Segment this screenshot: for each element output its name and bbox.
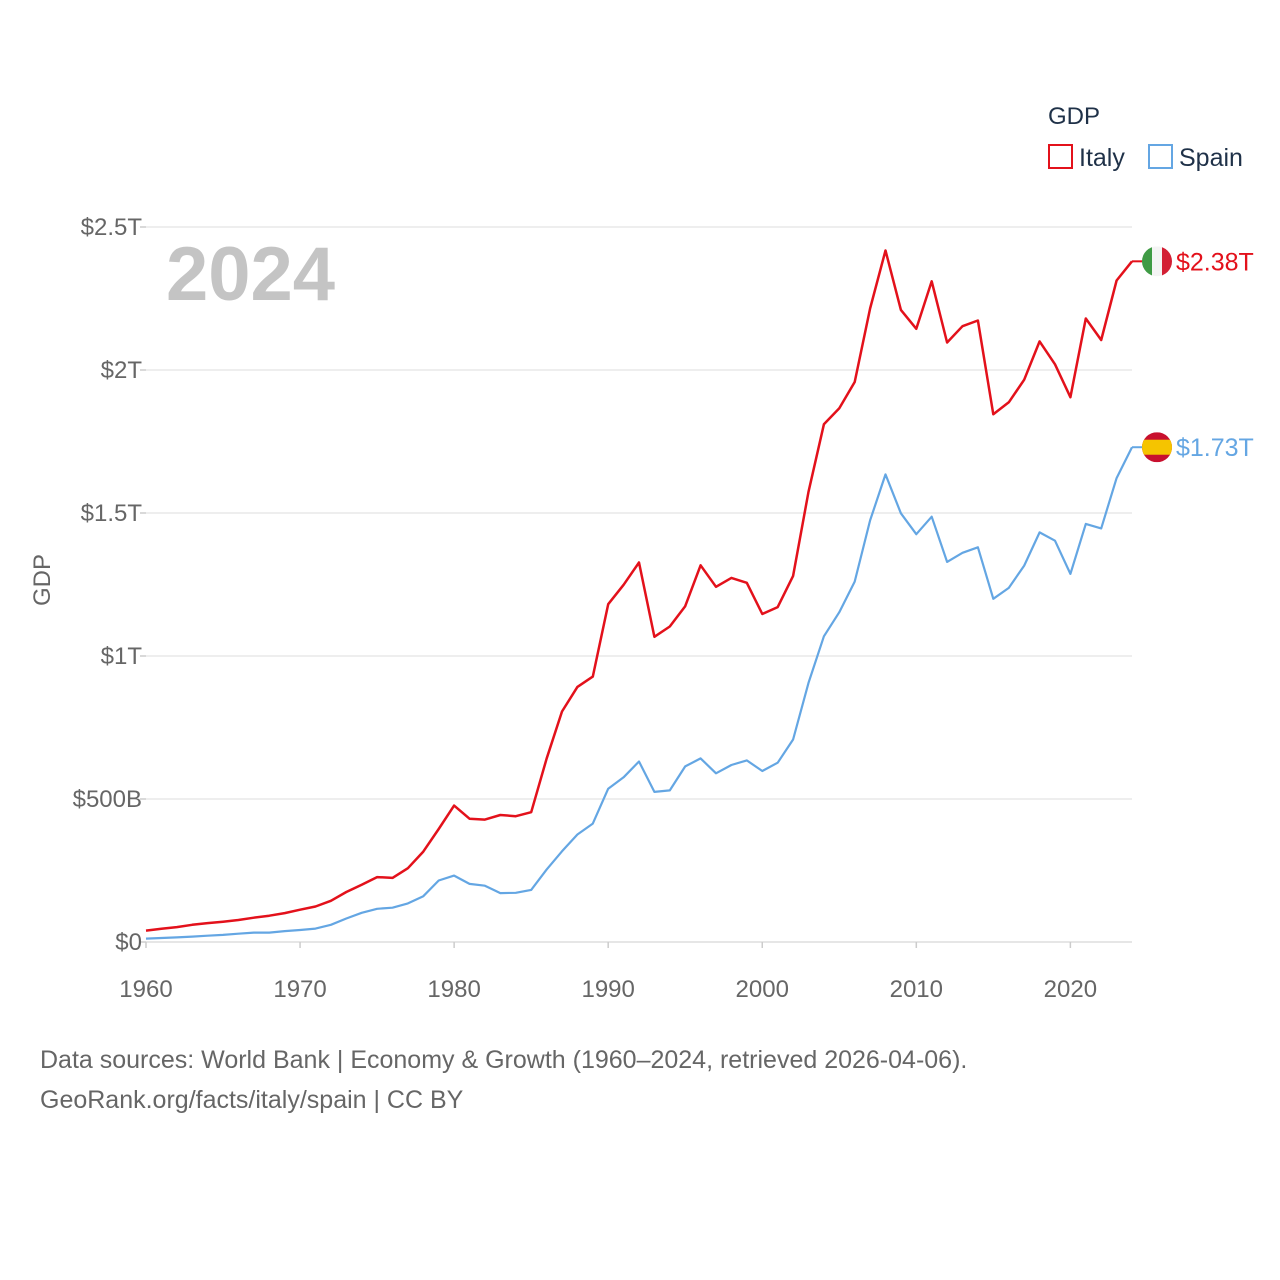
y-tick-label: $2.5T (81, 214, 143, 241)
x-tick-label: 2000 (736, 976, 789, 1003)
y-axis-label: GDP (29, 554, 56, 606)
series-lines (145, 249, 1133, 940)
legend-swatch (1048, 144, 1073, 169)
legend-label: Spain (1179, 144, 1243, 172)
gridlines (140, 226, 1132, 943)
legend-item-spain[interactable]: Spain (1148, 144, 1243, 172)
x-tick-label: 1970 (273, 976, 326, 1003)
legend-item-italy[interactable]: Italy (1048, 144, 1125, 172)
current-year-label: 2024 (166, 232, 335, 317)
x-axis-ticks: 1960 1970 1980 1990 2000 2010 2020 (119, 942, 1097, 1003)
legend-title: GDP (1048, 103, 1100, 130)
x-tick-label: 1960 (119, 976, 172, 1003)
series-end-markers: $2.38T $1.73T (1132, 246, 1254, 463)
attribution-text: GeoRank.org/facts/italy/spain | CC BY (40, 1086, 464, 1114)
legend[interactable]: GDP Italy Spain (1048, 103, 1243, 172)
y-tick-label: $2T (101, 357, 143, 384)
y-tick-label: $1T (101, 643, 143, 670)
y-tick-label: $1.5T (81, 500, 143, 527)
data-sources-text: Data sources: World Bank | Economy & Gro… (40, 1046, 968, 1074)
series-line-spain (145, 446, 1133, 940)
flag-stripe (1152, 246, 1162, 277)
flag-stripe (1162, 246, 1172, 277)
x-tick-label: 2020 (1044, 976, 1097, 1003)
y-tick-label: $0 (115, 929, 142, 956)
y-axis-ticks: $0 $500B $1T $1.5T $2T $2.5T (73, 214, 143, 956)
spain-flag (1142, 432, 1172, 463)
legend-swatch (1148, 144, 1173, 169)
x-tick-label: 2010 (890, 976, 943, 1003)
italy-flag (1142, 246, 1172, 277)
legend-label: Italy (1079, 144, 1125, 172)
end-value-label: $2.38T (1176, 248, 1254, 276)
footer: Data sources: World Bank | Economy & Gro… (40, 1040, 967, 1120)
end-value-label: $1.73T (1176, 434, 1254, 462)
x-tick-label: 1980 (427, 976, 480, 1003)
flag-stripe (1142, 439, 1172, 455)
x-tick-label: 1990 (581, 976, 634, 1003)
y-tick-label: $500B (73, 786, 142, 813)
series-line-italy (145, 249, 1133, 932)
flag-stripe (1142, 246, 1152, 277)
